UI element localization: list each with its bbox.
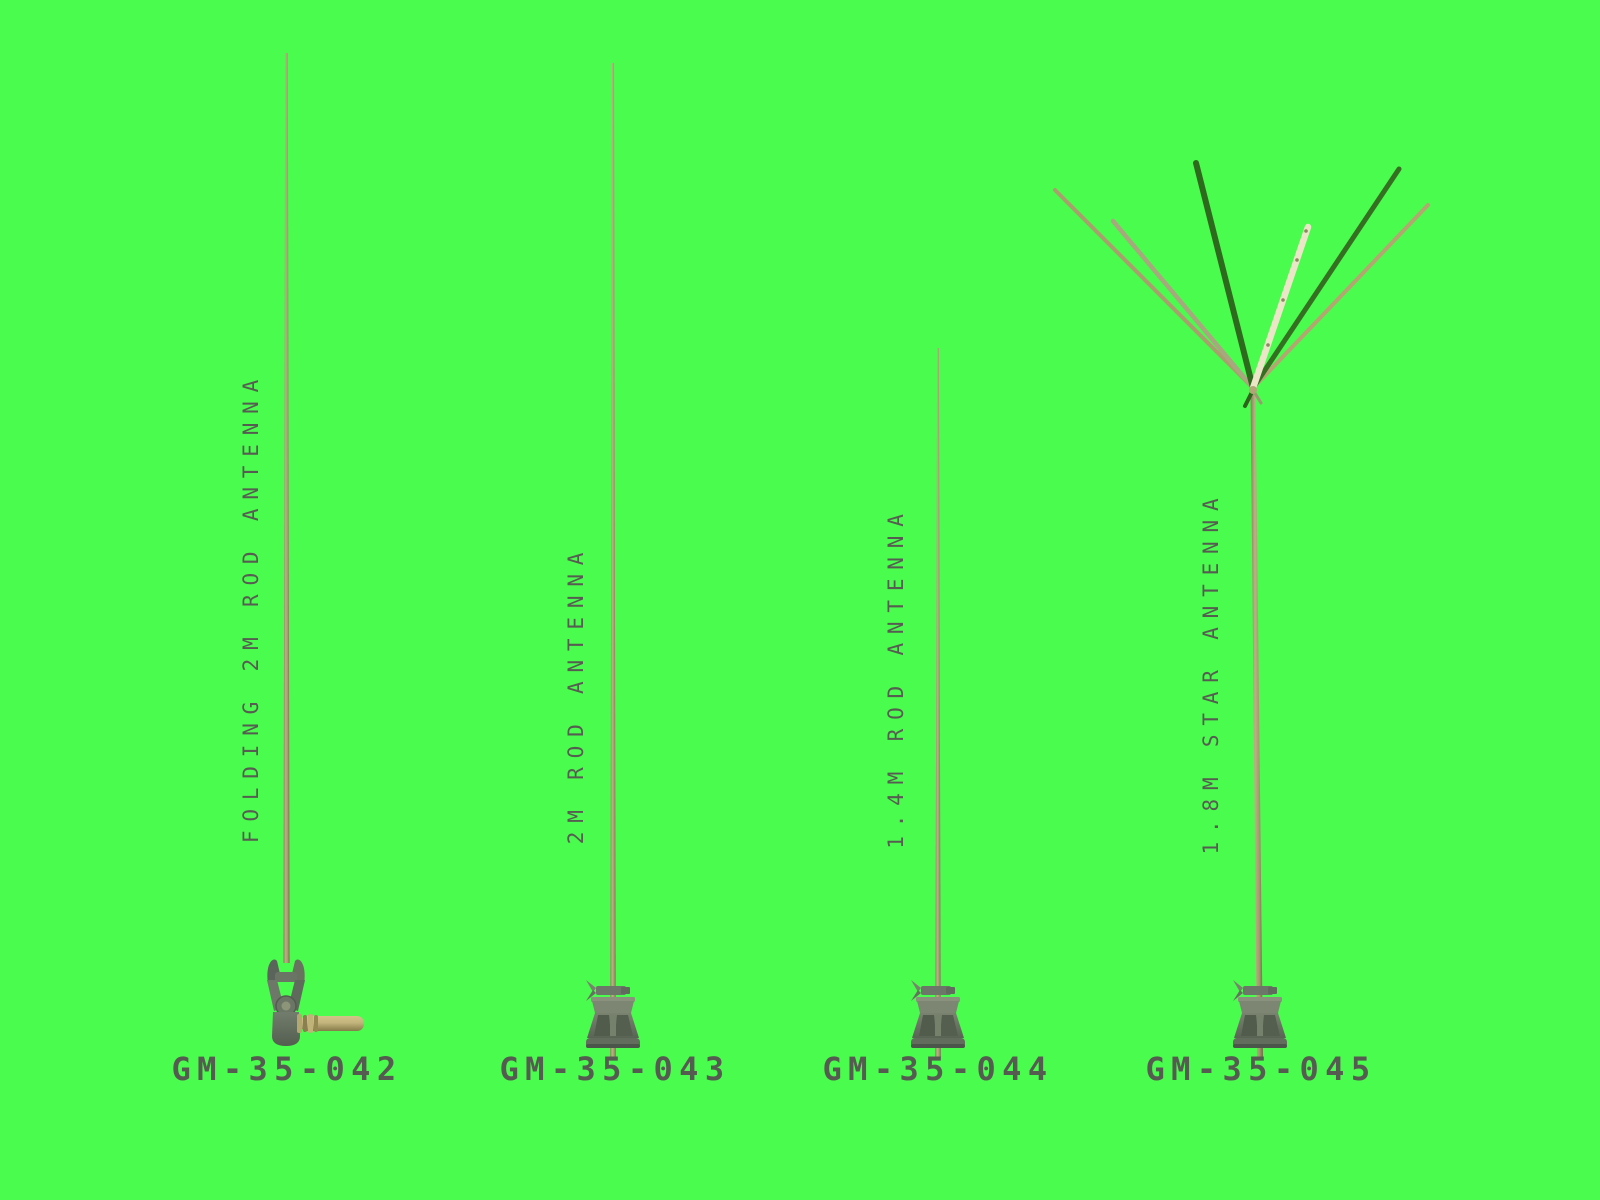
folded-rod-segment bbox=[297, 1014, 364, 1033]
antenna-rod bbox=[935, 348, 941, 1058]
label-1-8m-star-antenna: 1.8M STAR ANTENNA bbox=[1199, 489, 1223, 855]
folding-hinge-joint bbox=[267, 959, 305, 1046]
bell-mount-base bbox=[1233, 980, 1287, 1048]
star-hub bbox=[1249, 386, 1257, 394]
antenna-2m-rod bbox=[586, 63, 640, 1058]
antenna-folding-2m-rod bbox=[267, 53, 364, 1046]
bell-mount-base bbox=[586, 980, 640, 1048]
star-arm-array bbox=[1053, 160, 1430, 408]
label-2m-rod-antenna: 2M ROD ANTENNA bbox=[564, 543, 588, 845]
antenna-rod bbox=[610, 63, 616, 1058]
antenna-stem bbox=[1250, 392, 1263, 1058]
code-gm-35-045: GM-35-045 bbox=[1145, 1050, 1377, 1088]
code-gm-35-042: GM-35-042 bbox=[171, 1050, 403, 1088]
antenna-rod bbox=[283, 53, 290, 963]
code-gm-35-044: GM-35-044 bbox=[822, 1050, 1054, 1088]
antenna-1-4m-rod bbox=[911, 348, 965, 1058]
label-folding-2m-rod-antenna: FOLDING 2M ROD ANTENNA bbox=[239, 370, 263, 844]
label-1-4m-rod-antenna: 1.4M ROD ANTENNA bbox=[884, 505, 908, 849]
antenna-1-8m-star bbox=[1053, 160, 1430, 1058]
bell-mount-base bbox=[911, 980, 965, 1048]
code-gm-35-043: GM-35-043 bbox=[499, 1050, 731, 1088]
